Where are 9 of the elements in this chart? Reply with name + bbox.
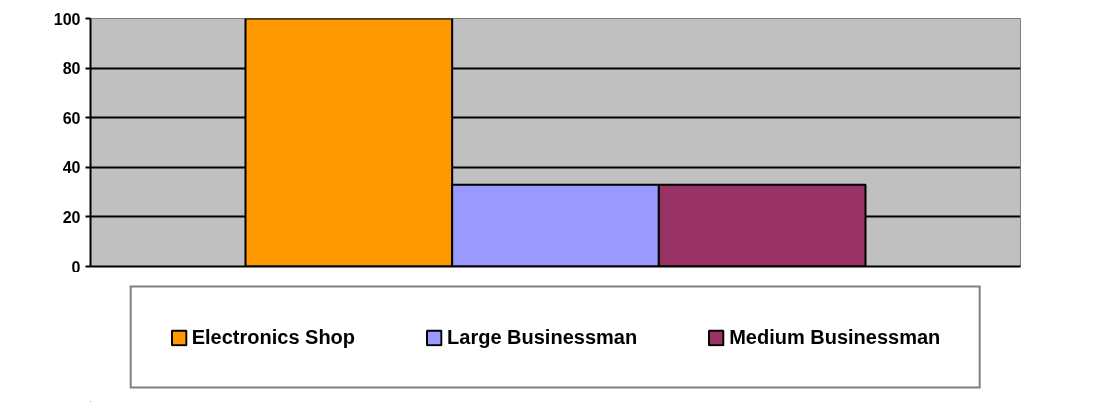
y-tick-label: 100: [53, 10, 81, 28]
y-tick-label: 20: [62, 208, 81, 226]
legend-label: Medium Businessman: [729, 325, 941, 349]
y-tick-label: 40: [62, 159, 81, 177]
y-tick-label: 0: [71, 258, 81, 276]
y-tick-label: 60: [62, 109, 81, 127]
legend-label: Electronics Shop: [191, 325, 356, 349]
y-tick-label: 80: [62, 60, 81, 78]
legend-label: Large Businessman: [447, 325, 638, 349]
